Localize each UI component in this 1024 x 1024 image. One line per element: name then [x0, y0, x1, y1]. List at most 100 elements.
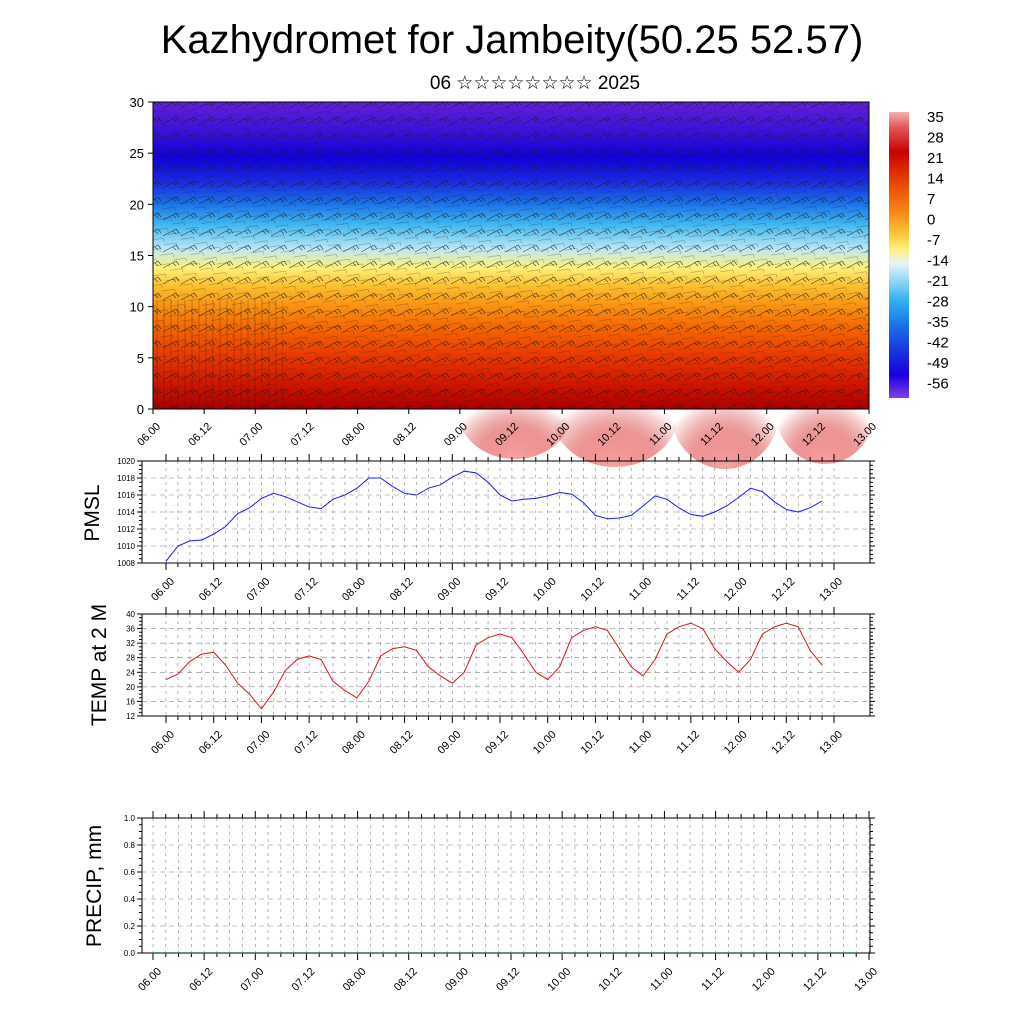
x-tick-label: 07.00: [245, 576, 273, 604]
x-tick-label: 06.12: [187, 966, 215, 994]
colorbar-label: 21: [927, 150, 944, 167]
x-tick-label: 06.00: [149, 576, 177, 604]
x-tick-label: 09.00: [435, 729, 463, 757]
y-tick-label: 36: [126, 625, 135, 634]
x-tick-label: 08.12: [392, 966, 420, 994]
cross-section-chart: 0 5 10 15 20 25 30 06.00 06.12 07.00 07.12 08.00 08…: [130, 95, 879, 469]
pmsl-series-line: [165, 470, 823, 562]
x-tick-label: 11.12: [675, 729, 702, 756]
x-tick-label: 09.00: [443, 966, 471, 994]
x-tick-label: 11.00: [627, 576, 654, 603]
x-tick-label: 08.12: [388, 729, 416, 757]
y-tick-label: 24: [126, 668, 135, 677]
y-tick-label: 30: [130, 95, 144, 110]
page-title: Kazhydromet for Jambeity(50.25 52.57): [160, 18, 864, 62]
x-tick-label: 09.12: [494, 966, 522, 994]
y-tick-label: 0.2: [124, 922, 136, 931]
y-tick-label: 15: [130, 249, 144, 264]
temp-frame: [141, 613, 871, 717]
y-tick-label: 40: [126, 610, 135, 619]
y-tick-label: 1020: [117, 457, 135, 466]
colorbar-label: -28: [927, 294, 949, 311]
x-tick-label: 12.00: [722, 576, 750, 604]
colorbar: 35 28 21 14 7 0 -7 -14 -21 -28 -35 -42 -49 -56: [889, 109, 949, 398]
colorbar-labels: 35 28 21 14 7 0 -7 -14 -21 -28 -35 -42 -49 -56: [927, 109, 949, 393]
y-tick-label: 32: [126, 639, 135, 648]
x-tick-label: 06.12: [197, 576, 225, 604]
y-tick-label: 20: [126, 683, 135, 692]
x-tick-label: 08.12: [391, 421, 419, 449]
x-tick-label: 13.00: [852, 966, 880, 994]
precip-ylabel: PRECIP, mm: [83, 825, 106, 947]
x-tick-label: 07.12: [290, 966, 318, 994]
temp-grid: [142, 614, 870, 716]
colorbar-label: 35: [927, 109, 944, 126]
page-subtitle: 06 ☆☆☆☆☆☆☆☆ 2025: [429, 73, 641, 94]
x-tick-label: 07.12: [289, 421, 317, 449]
x-tick-label: 10.00: [531, 729, 559, 757]
x-tick-label: 12.12: [769, 576, 797, 604]
precip-chart: 0.0 0.2 0.4 0.6 0.8 1.0 06.00 06.12 07.00 07.12 08…: [83, 811, 880, 994]
x-tick-label: 09.12: [483, 576, 511, 604]
y-tick-label: 0.0: [124, 949, 136, 958]
x-tick-label: 08.00: [341, 966, 369, 994]
y-tick-label: 0.6: [124, 868, 136, 877]
x-tick-label: 06.00: [136, 966, 164, 994]
pmsl-grid: [142, 461, 870, 563]
y-tick-label: 28: [126, 654, 135, 663]
x-tick-label: 06.12: [186, 421, 214, 449]
y-tick-label: 0: [137, 402, 144, 417]
colorbar-label: -7: [927, 232, 940, 249]
precip-frame: [141, 817, 871, 954]
y-tick-label: 1014: [117, 508, 135, 517]
temp-chart: 12 16 20 24 28 32 36 40 06.00 06.12 07.00 07.12 08.0…: [88, 604, 875, 757]
x-tick-label: 06.12: [197, 729, 225, 757]
y-tick-label: 1.0: [124, 814, 136, 823]
temp-ylabel: TEMP at 2 M: [88, 604, 111, 726]
x-tick-label: 07.00: [238, 966, 266, 994]
x-tick-label: 11.00: [648, 966, 675, 993]
colorbar-label: -35: [927, 314, 949, 331]
pmsl-axes: 1008 1010 1012 1014 1016 1018 1020 06.00 06.12 07…: [117, 454, 875, 604]
x-tick-label: 10.12: [579, 729, 607, 757]
cross-section-y-axis: 0 5 10 15 20 25 30: [130, 95, 153, 417]
x-tick-label: 08.00: [340, 729, 368, 757]
x-tick-label: 10.12: [579, 576, 607, 604]
x-tick-label: 08.00: [340, 421, 368, 449]
x-tick-label: 07.00: [237, 421, 265, 449]
x-tick-label: 06.00: [135, 421, 163, 449]
x-tick-label: 10.00: [545, 966, 573, 994]
y-tick-label: 16: [126, 697, 135, 706]
colorbar-label: -56: [927, 376, 949, 393]
colorbar-label: -42: [927, 335, 949, 352]
x-tick-label: 07.12: [292, 729, 320, 757]
x-tick-label: 12.12: [801, 966, 829, 994]
y-tick-label: 5: [137, 351, 144, 366]
colorbar-label: 0: [927, 212, 935, 229]
y-tick-label: 20: [130, 197, 144, 212]
x-tick-label: 11.12: [675, 576, 702, 603]
surface-wind-barbs: [153, 300, 283, 409]
x-tick-label: 06.00: [149, 729, 177, 757]
x-tick-label: 08.12: [388, 576, 416, 604]
colorbar-label: -49: [927, 355, 949, 372]
x-tick-label: 13.00: [817, 576, 845, 604]
pmsl-ylabel: PMSL: [81, 484, 104, 541]
precip-grid: [142, 818, 870, 953]
y-tick-label: 0.8: [124, 841, 136, 850]
y-tick-label: 1016: [117, 491, 135, 500]
y-tick-label: 25: [130, 146, 144, 161]
y-tick-label: 1012: [117, 525, 135, 534]
x-tick-label: 07.00: [245, 729, 273, 757]
x-tick-label: 11.00: [627, 729, 654, 756]
y-tick-label: 1018: [117, 474, 135, 483]
y-tick-label: 0.4: [124, 895, 136, 904]
colorbar-label: -21: [927, 273, 949, 290]
x-tick-label: 12.00: [722, 729, 750, 757]
x-tick-label: 10.12: [596, 966, 624, 994]
colorbar-label: 7: [927, 191, 935, 208]
colorbar-label: 28: [927, 130, 944, 147]
x-tick-label: 08.00: [340, 576, 368, 604]
x-tick-label: 09.00: [435, 576, 463, 604]
